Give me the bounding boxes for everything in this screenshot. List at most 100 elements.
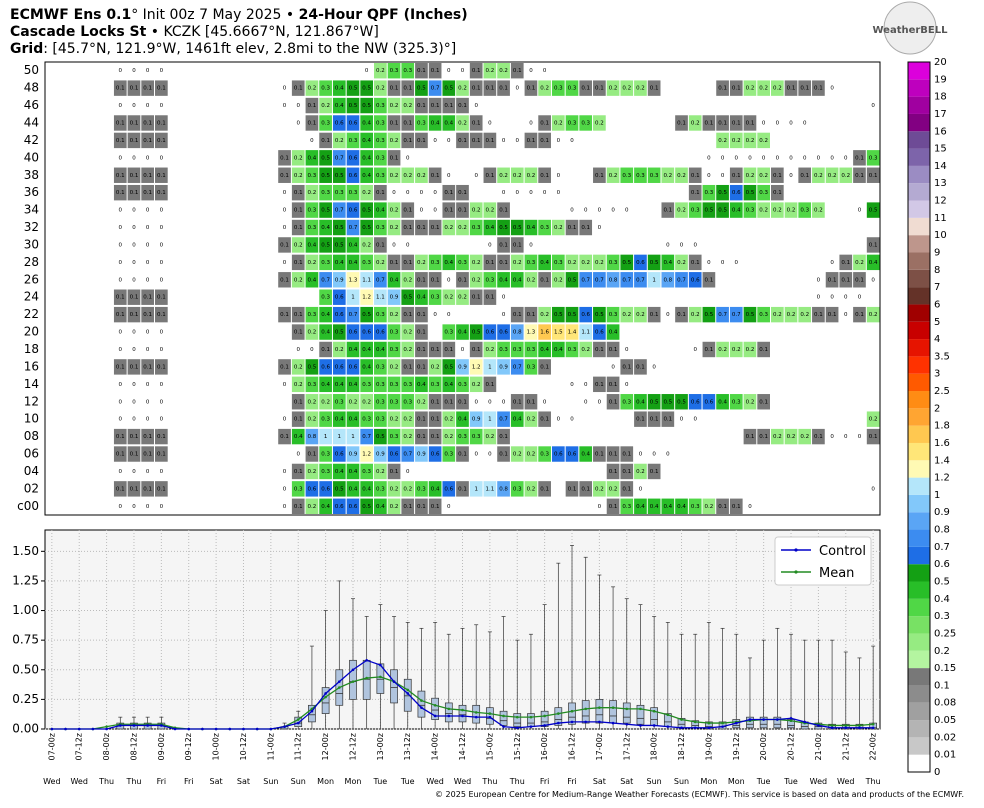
heat-cell (332, 481, 346, 497)
cell-label: 0 (132, 103, 136, 109)
cell-label: 0.3 (390, 399, 399, 405)
cell-label: 0.1 (472, 120, 481, 126)
heat-cell (620, 481, 634, 497)
cell-label: 0.2 (472, 277, 481, 283)
heat-cell (346, 254, 360, 271)
cell-label: 0 (160, 399, 164, 405)
heat-cell (661, 167, 675, 183)
cell-label: 0.4 (444, 260, 453, 266)
cell-label: 1.1 (376, 295, 385, 301)
cell-label: 0.3 (554, 260, 563, 266)
cell-label: 0.2 (718, 138, 727, 144)
cell-label: 0.6 (390, 452, 399, 458)
heat-cell (866, 167, 880, 183)
heat-cell (812, 150, 825, 166)
heat-cell (127, 219, 141, 236)
colorbar-label: 18 (934, 92, 947, 103)
heat-cell (346, 306, 360, 323)
cell-label: 0 (160, 68, 164, 74)
cell-label: 0.3 (403, 68, 412, 74)
cell-label: 0 (611, 364, 615, 370)
cell-label: 0.2 (527, 173, 536, 179)
heat-cell (538, 411, 551, 427)
heat-cell (155, 167, 168, 183)
heat-cell (155, 115, 168, 131)
cell-label: 0.7 (513, 364, 522, 370)
heat-cell (141, 63, 155, 79)
cell-label: 0 (119, 155, 123, 161)
heat-cell (374, 202, 387, 218)
heat-cell (661, 394, 675, 410)
heat-cell (401, 428, 415, 445)
heat-cell (688, 306, 702, 323)
series-point (721, 721, 724, 725)
cell-label: 0 (652, 452, 656, 458)
heat-cell (319, 254, 332, 271)
cell-label: 0 (283, 504, 287, 510)
heat-cell (510, 481, 524, 497)
cell-label: 1.1 (486, 486, 495, 492)
heat-cell (332, 324, 346, 340)
cell-label: 0 (146, 225, 150, 231)
heat-cell (524, 411, 538, 427)
heat-cell (702, 272, 716, 288)
heat-cell (497, 237, 510, 253)
cell-label: 0.1 (595, 347, 604, 353)
heat-cell (127, 446, 141, 462)
cell-label: 0.1 (691, 173, 700, 179)
cell-label: 0.2 (691, 120, 700, 126)
heat-cell (524, 394, 538, 410)
heat-cell (387, 254, 401, 271)
heat-cell (291, 272, 305, 288)
cell-label: 0.1 (444, 190, 453, 196)
cell-label: 0.3 (376, 138, 385, 144)
heat-cell (291, 324, 305, 340)
heat-cell (538, 272, 551, 288)
heat-cell (141, 324, 155, 340)
cell-label: 0.2 (622, 86, 631, 92)
heat-cell (497, 289, 510, 305)
heat-cell (127, 359, 141, 375)
cell-label: 0.1 (308, 103, 317, 109)
cell-label: 0.1 (403, 504, 412, 510)
cell-label: 0.1 (677, 120, 686, 126)
cell-label: 0 (447, 68, 451, 74)
heat-cell (757, 202, 770, 218)
colorbar-label: 0.5 (934, 577, 950, 588)
heat-cell (647, 306, 661, 323)
heat-cell (155, 184, 168, 201)
cell-label: 0.1 (431, 173, 440, 179)
cell-label: 0 (803, 120, 807, 126)
heat-cell (483, 115, 497, 131)
cell-label: 0 (789, 155, 793, 161)
heat-cell (839, 306, 853, 323)
cell-label: 0.6 (691, 277, 700, 283)
cell-label: 0.1 (417, 364, 426, 370)
heat-cell (510, 219, 524, 236)
cell-label: 0.1 (417, 504, 426, 510)
cell-label: 0.1 (595, 86, 604, 92)
cell-label: 0.2 (636, 312, 645, 318)
cell-label: 0.7 (677, 277, 686, 283)
colorbar-segment (908, 720, 930, 738)
cell-label: 0.4 (362, 155, 371, 161)
heat-cell (497, 359, 510, 375)
box (444, 702, 453, 723)
cell-label: 0.1 (116, 190, 125, 196)
cell-label: 0.1 (403, 208, 412, 214)
heat-cell (346, 428, 360, 445)
colorbar-segment (908, 131, 930, 149)
day-label: Mon (345, 777, 362, 786)
series-point (118, 724, 122, 727)
cell-label: 0.3 (444, 330, 453, 336)
heat-cell (387, 272, 401, 288)
heat-cell (483, 237, 497, 253)
colorbar-segment (908, 494, 930, 513)
heat-cell (565, 341, 579, 358)
cell-label: 0.4 (349, 260, 358, 266)
legend-marker (794, 548, 798, 552)
heat-cell (702, 115, 716, 131)
cell-label: 0.1 (458, 103, 467, 109)
cell-label: 0.1 (157, 173, 166, 179)
heat-cell (141, 463, 155, 480)
